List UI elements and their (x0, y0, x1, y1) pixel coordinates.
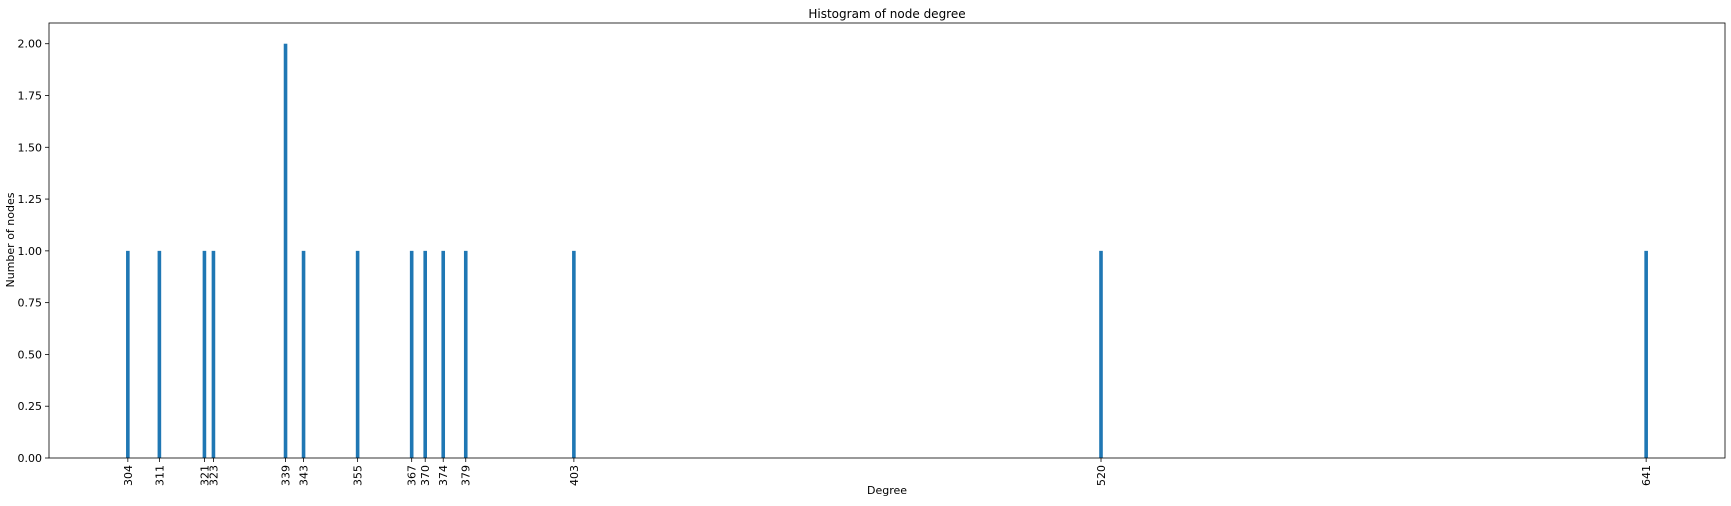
bar-339 (283, 43, 288, 459)
bar-321 (202, 250, 207, 458)
x-tick-label: 343 (298, 465, 311, 486)
y-tick-label: 1.50 (18, 141, 43, 154)
y-tick-label: 1.25 (18, 193, 43, 206)
bar-343 (301, 250, 306, 458)
x-tick-label: 374 (437, 465, 450, 486)
bar-641 (1644, 250, 1648, 458)
bar-311 (157, 250, 162, 458)
x-tick-label: 304 (122, 465, 135, 486)
bar-403 (572, 250, 576, 458)
x-tick-label: 520 (1095, 465, 1108, 486)
y-tick-label: 0.50 (18, 348, 43, 361)
bar-379 (463, 250, 468, 458)
x-tick-label: 339 (280, 465, 293, 486)
bar-355 (355, 250, 360, 458)
plot-area (126, 43, 1648, 459)
y-axis-label: Number of nodes (4, 192, 17, 287)
chart-title: Histogram of node degree (808, 7, 965, 21)
x-tick-label: 370 (419, 465, 432, 486)
x-axis-label: Degree (867, 484, 907, 497)
y-tick-label: 0.75 (18, 297, 43, 310)
x-tick-label: 311 (153, 465, 166, 486)
y-axis: 0.00 0.25 0.50 0.75 1.00 1.25 1.50 1.75 2.00 (18, 38, 49, 465)
bar-370 (423, 250, 427, 458)
x-tick-label: 641 (1640, 465, 1653, 486)
x-tick-label: 379 (460, 465, 473, 486)
y-tick-label: 1.00 (18, 245, 43, 258)
y-tick-label: 0.00 (18, 452, 43, 465)
y-tick-label: 1.75 (18, 90, 43, 103)
y-tick-label: 2.00 (18, 38, 43, 51)
x-tick-label: 321 (198, 465, 211, 486)
y-tick-label: 0.25 (18, 400, 43, 413)
bar-520 (1099, 250, 1103, 458)
plot-frame (48, 22, 1726, 459)
bar-367 (409, 250, 414, 458)
bar-323 (211, 250, 216, 458)
bar-374 (441, 250, 446, 458)
x-tick-label: 403 (568, 465, 581, 486)
bar-304 (126, 250, 130, 458)
x-tick-label: 367 (406, 465, 419, 486)
x-tick-label: 323 (207, 465, 220, 486)
x-tick-label: 355 (352, 465, 365, 486)
